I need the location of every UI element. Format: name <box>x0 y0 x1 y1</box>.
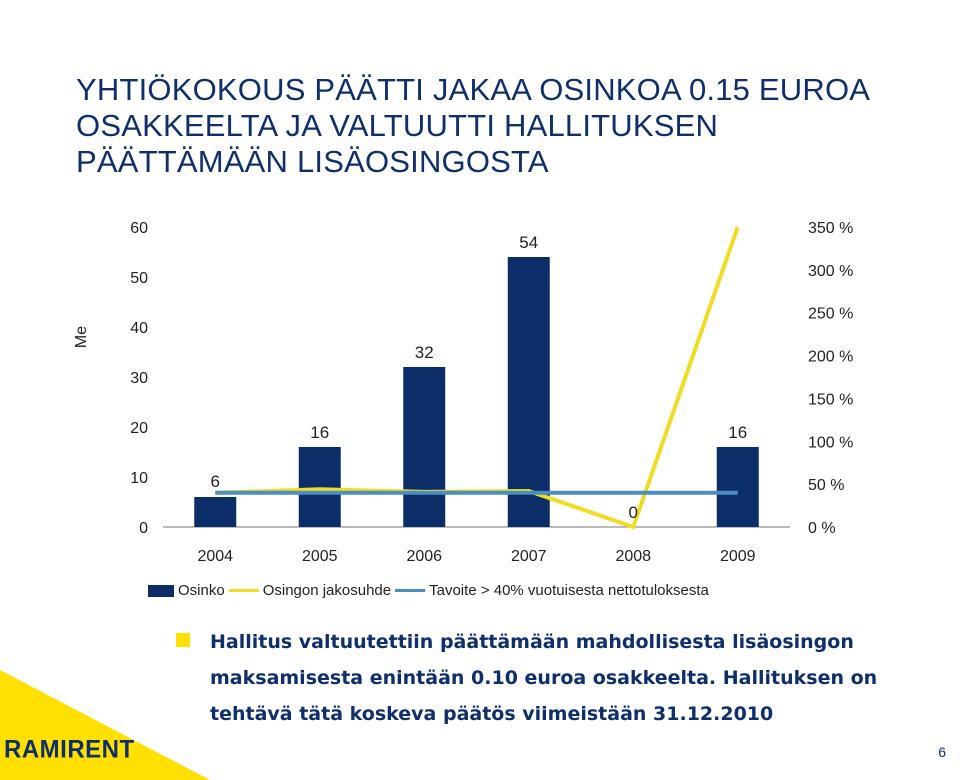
left-tick-label: 0 <box>139 520 148 537</box>
bullet-square-icon <box>176 633 190 647</box>
bar-data-labels: 6 16 32 54 0 16 <box>211 233 748 522</box>
bar <box>298 447 341 527</box>
legend-swatch-osinko <box>148 584 174 597</box>
bar-data-label: 54 <box>519 233 538 252</box>
legend-label-target: Tavoite > 40% vuotuisesta nettotuloksest… <box>429 582 709 599</box>
x-tick-label: 2004 <box>197 548 233 565</box>
x-tick-label: 2006 <box>406 548 442 565</box>
page-number: 6 <box>938 744 946 760</box>
x-tick-label: 2008 <box>615 548 651 565</box>
bar <box>403 367 446 527</box>
left-tick-label: 30 <box>130 370 148 387</box>
bar-data-label: 0 <box>629 503 638 522</box>
bar-data-label: 16 <box>310 423 329 442</box>
bullet-line-1: Hallitus valtuutettiin päättämään mahdol… <box>210 631 854 653</box>
x-tick-label: 2009 <box>720 548 756 565</box>
bar <box>507 257 550 527</box>
right-axis-ticks: 0 % 50 % 100 % 150 % 200 % 250 % 300 % 350 % <box>808 220 853 537</box>
right-tick-label: 200 % <box>808 349 853 366</box>
right-tick-label: 300 % <box>808 263 853 280</box>
x-axis-ticks: 2004 2005 2006 2007 2008 2009 <box>197 548 755 565</box>
legend-item-payout: Osingon jakosuhde <box>228 582 392 599</box>
left-tick-label: 60 <box>130 220 148 237</box>
right-tick-label: 150 % <box>808 391 853 408</box>
legend-label-osinko: Osinko <box>178 582 225 599</box>
bullet-list: Hallitus valtuutettiin päättämään mahdol… <box>176 624 946 732</box>
bullet-line-3: tehtävä tätä koskeva päätös viimeistään … <box>210 703 774 725</box>
bullet-item: Hallitus valtuutettiin päättämään mahdol… <box>176 624 946 732</box>
chart-legend: Osinko Osingon jakosuhde Tavoite > 40% v… <box>148 582 713 599</box>
right-tick-label: 350 % <box>808 220 853 237</box>
yellow-corner-decoration <box>0 670 210 780</box>
bar <box>194 497 237 527</box>
left-tick-label: 20 <box>130 420 148 437</box>
payout-ratio-line <box>215 226 740 530</box>
legend-item-target: Tavoite > 40% vuotuisesta nettotuloksest… <box>395 582 709 599</box>
right-tick-label: 0 % <box>808 520 836 537</box>
left-tick-label: 40 <box>130 320 148 337</box>
ramirent-logo: RAMIRENT <box>4 735 135 764</box>
legend-item-osinko: Osinko <box>148 582 225 599</box>
bar-data-label: 6 <box>211 472 220 491</box>
bar-data-label: 32 <box>415 343 434 362</box>
left-tick-label: 50 <box>130 270 148 287</box>
legend-label-payout: Osingon jakosuhde <box>262 582 392 599</box>
bullet-line-2: maksamisesta enintään 0.10 euroa osakkee… <box>210 667 878 689</box>
right-tick-label: 100 % <box>808 434 853 451</box>
legend-swatch-payout <box>228 589 259 592</box>
slide-title-line-1: YHTIÖKOKOUS PÄÄTTI JAKAA OSINKOA 0.15 EU… <box>76 72 871 107</box>
left-axis-ticks: 0 10 20 30 40 50 60 <box>130 220 148 537</box>
x-tick-label: 2005 <box>302 548 338 565</box>
bar-series <box>194 257 759 527</box>
slide-title-line-3: PÄÄTTÄMÄÄN LISÄOSINGOSTA <box>76 144 549 179</box>
line-series <box>215 226 740 530</box>
legend-swatch-target <box>395 589 426 592</box>
right-tick-label: 250 % <box>808 306 853 323</box>
right-tick-label: 50 % <box>808 477 844 494</box>
slide-title-line-2: OSAKKEELTA JA VALTUUTTI HALLITUKSEN <box>76 108 719 143</box>
slide-title: YHTIÖKOKOUS PÄÄTTI JAKAA OSINKOA 0.15 EU… <box>76 72 946 180</box>
left-tick-label: 10 <box>130 470 148 487</box>
bar-data-label: 16 <box>728 423 747 442</box>
y-axis-label: Me <box>73 326 90 348</box>
x-tick-label: 2007 <box>511 548 547 565</box>
bar <box>716 447 759 527</box>
